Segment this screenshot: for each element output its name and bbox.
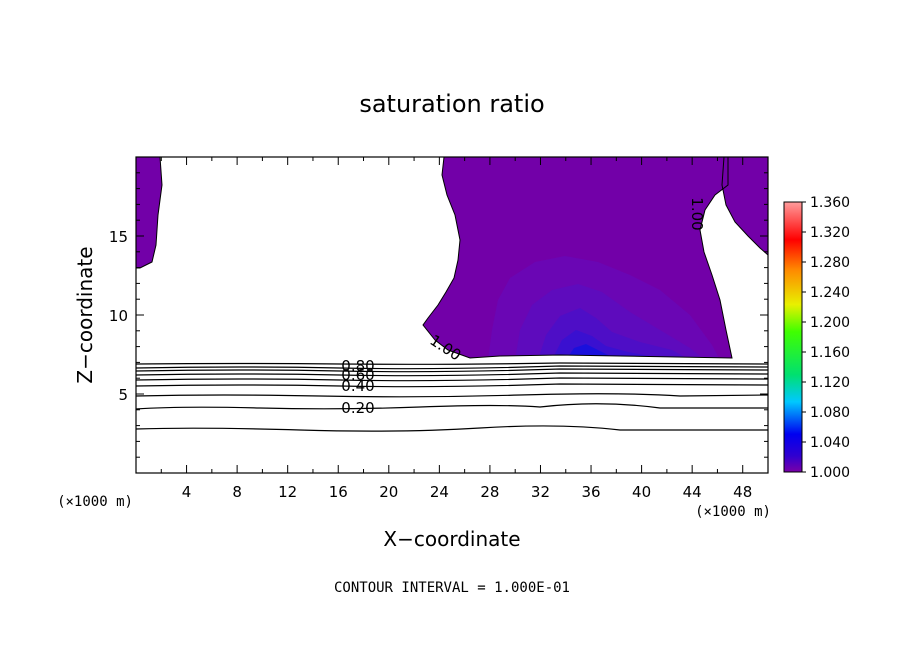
contour-label-0-20: 0.20 (341, 399, 374, 417)
y-tick-label: 5 (118, 386, 128, 404)
colorbar-tick-label: 1.280 (810, 255, 850, 271)
y-tick-label: 15 (109, 228, 128, 246)
contour-line-4-2 (136, 403, 768, 410)
x-tick-label: 44 (683, 483, 702, 501)
fill-region-left-edge (136, 157, 162, 268)
x-tick-label: 32 (531, 483, 550, 501)
y-unit-label: (×1000 m) (57, 494, 133, 510)
colorbar: 1.360 1.320 1.280 1.240 1.200 1.160 1.120 1.080… (783, 195, 850, 481)
contour-label-0-40: 0.40 (341, 377, 374, 395)
colorbar-ticks: 1.360 1.320 1.280 1.240 1.200 1.160 1.120 1.080… (802, 195, 850, 481)
colorbar-tick-label: 1.040 (810, 435, 850, 451)
colorbar-tick-label: 1.080 (810, 405, 850, 421)
x-tick-label: 24 (430, 483, 449, 501)
colorbar-tick-label: 1.240 (810, 285, 850, 301)
x-tick-label: 28 (480, 483, 499, 501)
contour-line-6-5 (136, 368, 768, 373)
plume-inner-shading (488, 256, 720, 358)
chart-title: saturation ratio (359, 90, 544, 118)
y-axis-label: Z−coordinate (73, 246, 97, 383)
fill-region-right-edge (722, 157, 768, 255)
x-axis-label: X−coordinate (383, 527, 520, 551)
x-unit-label: (×1000 m) (695, 504, 771, 520)
colorbar-gradient (783, 201, 803, 473)
contour-line-6-2 (136, 372, 768, 377)
x-tick-label: 4 (182, 483, 192, 501)
plot-area: 0.80 0.60 0.40 0.20 1.00 1.00 (136, 157, 768, 432)
x-tick-label: 20 (379, 483, 398, 501)
x-tick-label: 8 (232, 483, 242, 501)
x-tick-label: 48 (733, 483, 752, 501)
contour-line-5-9 (136, 377, 768, 382)
colorbar-tick-label: 1.320 (810, 225, 850, 241)
contour-line-4-8 (136, 393, 768, 398)
x-axis-ticks: 4 8 12 16 20 24 28 32 36 40 44 48 (160, 157, 769, 501)
y-tick-label: 10 (109, 307, 128, 325)
colorbar-tick-label: 1.120 (810, 375, 850, 391)
contour-line-plume-outline (422, 157, 733, 359)
contour-label-0-60: 0.60 (341, 366, 374, 384)
x-tick-label: 12 (278, 483, 297, 501)
contour-label-1-00-right: 1.00 (688, 197, 706, 230)
contour-line-7-0 (136, 362, 768, 365)
contour-lines (136, 157, 768, 432)
x-tick-label: 36 (581, 483, 600, 501)
fill-regions (136, 157, 768, 358)
contour-line-6-7 (136, 365, 768, 370)
colorbar-tick-label: 1.160 (810, 345, 850, 361)
colorbar-tick-label: 1.200 (810, 315, 850, 331)
contour-interval-label: CONTOUR INTERVAL = 1.000E-01 (334, 580, 570, 596)
x-tick-label: 40 (632, 483, 651, 501)
y-axis-ticks: 5 10 15 (109, 172, 768, 458)
contour-label-0-80: 0.80 (341, 357, 374, 375)
contour-line-right-outline (721, 157, 768, 256)
contour-line-5-5 (136, 383, 768, 388)
x-tick-label: 16 (329, 483, 348, 501)
contour-line-2-8 (136, 425, 768, 432)
colorbar-tick-label: 1.000 (810, 465, 850, 481)
colorbar-tick-label: 1.360 (810, 195, 850, 211)
